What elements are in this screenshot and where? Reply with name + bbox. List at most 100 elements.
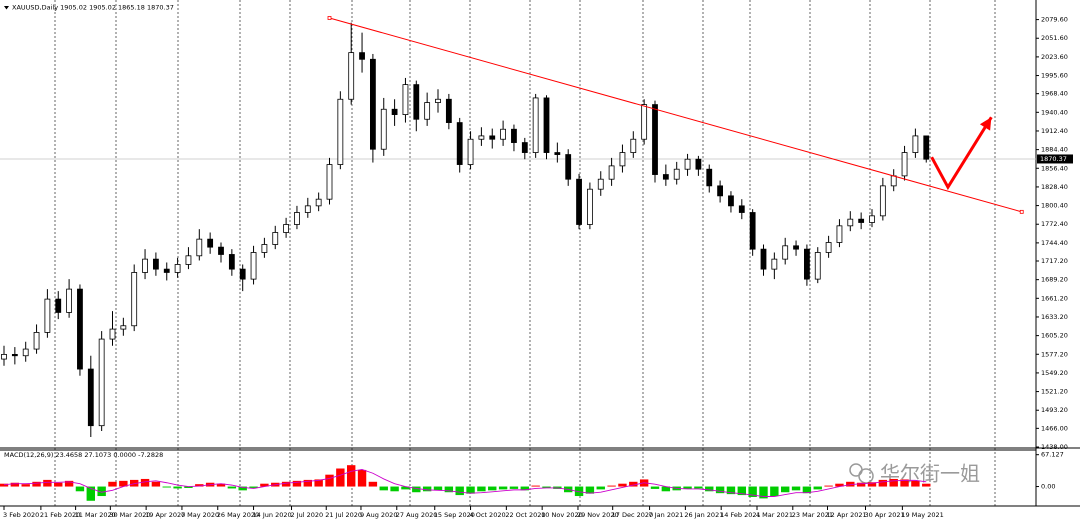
- macd-bar: [650, 486, 660, 489]
- macd-bar: [401, 486, 410, 490]
- candle-body: [706, 168, 713, 187]
- candle-body: [196, 238, 203, 257]
- macd-bar: [846, 481, 855, 487]
- candle-body: [630, 138, 637, 153]
- y-tick-label: 1438.00: [1041, 443, 1068, 451]
- candle-body: [662, 174, 669, 180]
- candle-body: [445, 98, 452, 123]
- candle-body: [847, 218, 854, 227]
- x-tick-label: 30 Apr 2021: [864, 511, 904, 519]
- x-tick-label: 4 Oct 2020: [470, 511, 506, 519]
- arrow-head: [979, 117, 992, 131]
- macd-bar: [422, 486, 432, 492]
- header-triangle: [4, 6, 9, 10]
- y-tick-label: 1968.40: [1041, 90, 1068, 98]
- candle-body: [261, 244, 268, 253]
- candle-body: [717, 185, 723, 197]
- candle-body: [858, 218, 865, 223]
- macd-bar: [520, 486, 529, 491]
- x-tick-label: 19 May 2021: [901, 511, 943, 519]
- candle-body: [793, 245, 799, 250]
- macd-bar: [542, 486, 551, 488]
- candle-body: [489, 135, 496, 140]
- candle-body: [912, 135, 919, 153]
- y-tick-label: 1577.20: [1041, 350, 1068, 358]
- candle-body: [369, 58, 376, 150]
- candle-body: [120, 325, 127, 330]
- candle-body: [348, 52, 355, 100]
- macd-bar: [705, 486, 714, 492]
- macd-bar: [835, 483, 844, 487]
- candle-body: [402, 84, 409, 115]
- candle-body: [467, 138, 474, 165]
- y-tick-label: 1521.20: [1041, 388, 1068, 396]
- candle-body: [207, 238, 214, 248]
- macd-bar: [715, 486, 725, 494]
- y-tick-label: 1744.40: [1041, 239, 1068, 247]
- macd-bar: [433, 486, 443, 491]
- macd-bar: [195, 484, 204, 487]
- macd-bar: [922, 483, 931, 487]
- candle-body: [608, 165, 615, 180]
- candle-body: [272, 232, 279, 245]
- macd-signal-line: [3, 468, 927, 497]
- candle-body: [218, 246, 224, 255]
- macd-bar: [162, 486, 171, 488]
- x-tick-label: 26 May 2020: [217, 511, 259, 519]
- candle-body: [456, 122, 463, 165]
- candle-body: [890, 175, 897, 187]
- macd-bar: [694, 486, 703, 489]
- macd-bar: [781, 486, 790, 493]
- candle-body: [163, 268, 170, 273]
- macd-bar: [607, 485, 616, 487]
- macd-bar: [173, 486, 182, 489]
- candle-body: [923, 135, 930, 160]
- macd-bar: [477, 486, 486, 492]
- candle-body: [11, 354, 18, 357]
- candle-body: [521, 142, 528, 153]
- candle-body: [283, 224, 290, 233]
- y-tick-label: 1884.40: [1041, 146, 1068, 154]
- macd-bar: [119, 480, 128, 487]
- macd-bar: [75, 486, 85, 492]
- macd-bar: [281, 481, 291, 487]
- macd-bar: [227, 486, 237, 489]
- macd-bar: [325, 474, 334, 487]
- candle-body: [98, 338, 105, 427]
- candle-body: [760, 248, 767, 270]
- macd-bar: [813, 486, 822, 490]
- x-tick-label: 15 Sep 2020: [434, 511, 475, 519]
- macd-bar: [412, 486, 421, 493]
- candle-body: [359, 52, 365, 60]
- macd-bar: [86, 486, 95, 501]
- x-tick-label: 12 Apr 2021: [827, 511, 867, 519]
- macd-bar: [336, 468, 345, 487]
- y-tick-label: 1493.20: [1041, 406, 1068, 414]
- macd-bar: [824, 485, 833, 487]
- macd-bar: [151, 481, 161, 487]
- macd-tick-label: 0.00: [1041, 483, 1055, 491]
- macd-bar: [531, 485, 540, 487]
- macd-bar: [629, 481, 638, 487]
- watermark: 华尔街一姐: [849, 462, 980, 486]
- macd-bar: [737, 486, 746, 496]
- macd-bar: [21, 484, 30, 487]
- candle-body: [435, 98, 441, 103]
- macd-bar: [347, 465, 356, 487]
- candle-body: [1, 354, 7, 360]
- candle-body: [587, 188, 593, 225]
- current-price-label: 1870.37: [1040, 155, 1067, 163]
- candle-body: [532, 97, 539, 153]
- x-tick-label: 22 Oct 2020: [505, 511, 545, 519]
- candle-body: [22, 348, 29, 357]
- candle-body: [771, 258, 778, 270]
- macd-bar: [43, 479, 52, 487]
- macd-bar: [314, 479, 323, 487]
- macd-bar: [618, 483, 627, 487]
- macd-bar: [249, 486, 258, 488]
- y-tick-label: 1661.20: [1041, 294, 1068, 302]
- y-tick-label: 2023.60: [1041, 53, 1068, 61]
- candle-body: [174, 264, 181, 273]
- x-tick-label: 21 Jul 2020: [325, 511, 362, 519]
